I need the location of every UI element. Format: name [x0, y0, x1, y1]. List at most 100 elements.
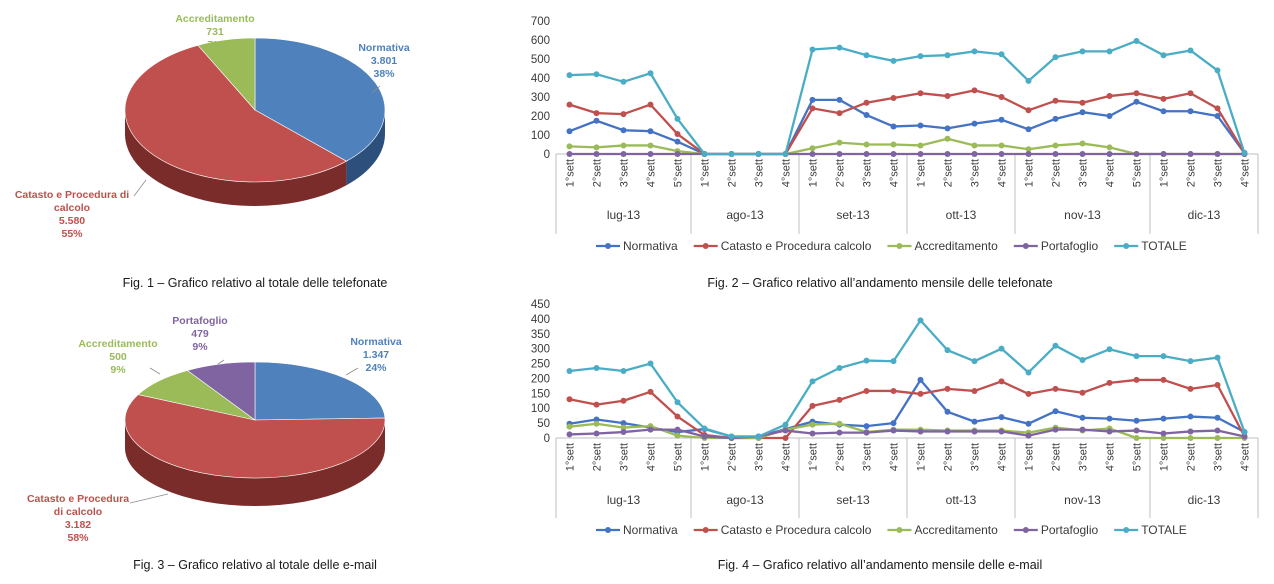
fig4-point-portafoglio-1	[593, 430, 600, 437]
fig4-legend-marker-catasto-e-procedura-calcolo	[702, 527, 709, 533]
fig2-point-normativa-23	[1187, 108, 1194, 115]
fig3-label-portafoglio-percent: 9%	[192, 341, 208, 353]
fig4-point-portafoglio-14	[944, 428, 951, 435]
fig2-series-totale	[569, 39, 1246, 156]
fig2-point-catasto-e-procedura-calcolo-11	[863, 99, 870, 106]
fig3-label-catasto-e-procedura-di-calcolo-percent: 58%	[67, 532, 89, 544]
fig4-point-portafoglio-19	[1079, 426, 1086, 433]
fig2-xtick-19: 3°sett	[1078, 159, 1090, 187]
fig4-point-normativa-12	[890, 420, 897, 427]
fig4-ytick-50: 50	[537, 418, 550, 430]
fig2-point-catasto-e-procedura-calcolo-12	[890, 94, 897, 101]
fig2-point-catasto-e-procedura-calcolo-24	[1214, 105, 1221, 112]
fig2-xtick-1: 2°sett	[592, 159, 604, 187]
fig4-point-portafoglio-2	[620, 429, 627, 436]
fig2-ytick-500: 500	[531, 54, 550, 66]
fig2-xtick-13: 1°sett	[916, 159, 928, 187]
fig4-xtick-12: 4°sett	[889, 443, 901, 471]
fig2-xtick-10: 2°sett	[835, 159, 847, 187]
caption-fig3: Fig. 3 – Grafico relativo al totale dell…	[133, 558, 377, 572]
fig2-series-normativa	[569, 98, 1246, 156]
fig2-point-catasto-e-procedura-calcolo-10	[836, 110, 843, 117]
fig2-point-catasto-e-procedura-calcolo-22	[1160, 95, 1167, 102]
fig4-ytick-150: 150	[531, 388, 550, 400]
fig2-point-portafoglio-11	[863, 151, 870, 157]
fig4-xtick-4: 5°sett	[673, 443, 685, 471]
fig4-legend-portafoglio: Portafoglio	[1041, 523, 1099, 537]
fig4-point-catasto-e-procedura-calcolo-12	[890, 387, 897, 394]
fig2-xtick-11: 3°sett	[862, 159, 874, 187]
fig2-point-totale-23	[1187, 47, 1194, 54]
fig2-point-portafoglio-22	[1160, 151, 1167, 157]
fig4-ytick-250: 250	[531, 359, 550, 371]
fig4-point-normativa-19	[1079, 414, 1086, 421]
fig2-ytick-300: 300	[531, 92, 550, 104]
fig4-point-normativa-11	[863, 423, 870, 430]
fig2-point-totale-6	[728, 151, 735, 157]
fig1-label-catasto-e-procedura-di-calcolo-value: 5.580	[59, 215, 85, 227]
fig4-point-totale-3	[647, 360, 654, 367]
caption-fig4: Fig. 4 – Grafico relativo all’andamento …	[717, 558, 1043, 572]
fig4-point-normativa-24	[1214, 414, 1221, 421]
fig4-point-portafoglio-11	[863, 429, 870, 436]
fig2-point-normativa-3	[647, 128, 654, 135]
fig2-legend-marker-catasto-e-procedura-calcolo	[702, 243, 709, 249]
fig4-xtick-5: 1°sett	[700, 443, 712, 471]
fig2-point-normativa-9	[809, 96, 816, 103]
fig4-xtick-17: 1°sett	[1024, 443, 1036, 471]
fig2-point-accreditamento-14	[944, 135, 951, 142]
fig2-point-totale-0	[566, 72, 573, 79]
fig3-label-catasto-e-procedura-di-calcolo-value: 3.182	[65, 519, 91, 531]
fig2-point-accreditamento-17	[1025, 146, 1032, 153]
fig4-xtick-19: 3°sett	[1078, 443, 1090, 471]
fig2-group-lug-13: lug-13	[607, 208, 641, 222]
fig4-point-portafoglio-13	[917, 428, 924, 435]
fig2-point-totale-10	[836, 44, 843, 51]
fig2-point-portafoglio-17	[1025, 151, 1032, 157]
fig3-leader-accreditamento	[149, 367, 161, 375]
fig2-xtick-25: 4°sett	[1240, 159, 1252, 187]
fig4-point-accreditamento-22	[1160, 435, 1167, 441]
fig4-point-normativa-17	[1025, 420, 1032, 427]
fig4-series-normativa	[569, 378, 1246, 438]
fig2-xtick-24: 3°sett	[1213, 159, 1225, 187]
fig2-point-normativa-13	[917, 122, 924, 129]
fig4-point-portafoglio-17	[1025, 432, 1032, 439]
fig4-point-totale-18	[1052, 342, 1059, 349]
fig4-point-portafoglio-12	[890, 427, 897, 434]
fig2-point-portafoglio-3	[647, 151, 654, 157]
fig2-point-normativa-18	[1052, 115, 1059, 122]
fig2-point-catasto-e-procedura-calcolo-23	[1187, 90, 1194, 97]
fig2-xtick-0: 1°sett	[565, 159, 577, 187]
fig2-ytick-0: 0	[544, 149, 550, 161]
fig2-point-totale-22	[1160, 52, 1167, 59]
fig4-xtick-25: 4°sett	[1240, 443, 1252, 471]
fig2-point-totale-20	[1106, 48, 1113, 55]
fig4-point-catasto-e-procedura-calcolo-24	[1214, 381, 1221, 388]
fig4-point-portafoglio-18	[1052, 426, 1059, 433]
fig2-point-totale-2	[620, 78, 627, 85]
fig1-slice-normativa	[254, 37, 386, 162]
fig3-slice-portafoglio	[186, 361, 256, 421]
fig4-group-ott-13: ott-13	[946, 493, 977, 507]
fig3-label-normativa-percent: 24%	[365, 362, 387, 374]
fig4-point-totale-0	[566, 368, 573, 374]
fig4-legend-catasto-e-procedura-calcolo: Catasto e Procedura calcolo	[721, 523, 872, 537]
fig2-point-accreditamento-3	[647, 142, 654, 149]
fig4-point-normativa-22	[1160, 415, 1167, 422]
fig2-point-catasto-e-procedura-calcolo-16	[998, 94, 1005, 100]
fig2-legend-marker-accreditamento	[896, 243, 903, 249]
fig4-xtick-1: 2°sett	[592, 443, 604, 471]
fig4-point-normativa-20	[1106, 415, 1113, 422]
fig4-legend-totale: TOTALE	[1141, 523, 1187, 537]
fig3-leader-normativa	[345, 367, 359, 376]
fig4-point-catasto-e-procedura-calcolo-2	[620, 397, 627, 404]
fig4-point-portafoglio-23	[1187, 428, 1194, 435]
fig2-point-normativa-14	[944, 125, 951, 132]
fig4-group-set-13: set-13	[836, 493, 870, 507]
fig1-leader-normativa	[371, 85, 381, 94]
fig4-series-portafoglio	[569, 428, 1245, 440]
fig4-ytick-400: 400	[531, 314, 550, 326]
fig4-xtick-13: 1°sett	[916, 443, 928, 471]
